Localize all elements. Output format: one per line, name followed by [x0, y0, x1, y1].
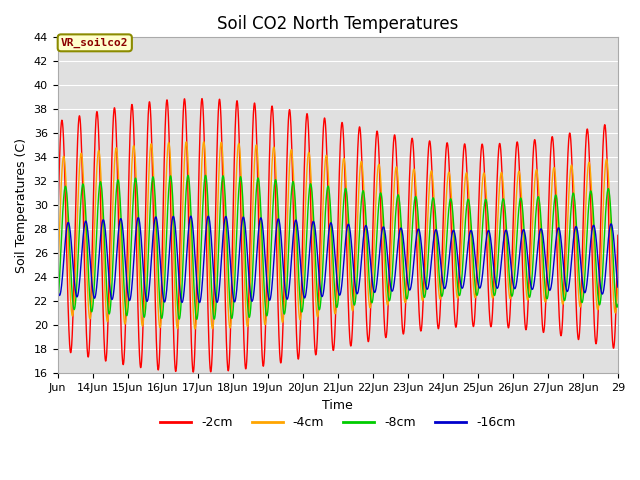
Title: Soil CO2 North Temperatures: Soil CO2 North Temperatures — [217, 15, 458, 33]
-4cm — [191, 326, 199, 332]
-4cm — [168, 205, 176, 211]
X-axis label: Time: Time — [323, 398, 353, 412]
Text: VR_soilco2: VR_soilco2 — [61, 38, 129, 48]
-4cm — [608, 261, 616, 266]
-4cm — [529, 221, 536, 227]
-2cm — [495, 144, 503, 150]
-2cm — [410, 153, 418, 158]
-8cm — [410, 204, 418, 210]
-8cm — [614, 301, 621, 307]
-16cm — [608, 223, 616, 228]
Line: -16cm: -16cm — [58, 216, 618, 302]
-2cm — [198, 96, 206, 101]
-4cm — [410, 166, 418, 172]
-16cm — [168, 216, 176, 222]
-8cm — [54, 301, 61, 307]
-8cm — [495, 242, 503, 248]
-16cm — [460, 284, 467, 289]
-16cm — [495, 280, 503, 286]
-4cm — [460, 207, 467, 213]
Legend: -2cm, -4cm, -8cm, -16cm: -2cm, -4cm, -8cm, -16cm — [155, 411, 520, 434]
-4cm — [614, 278, 621, 284]
-8cm — [529, 266, 536, 272]
-4cm — [200, 139, 207, 144]
-2cm — [54, 232, 61, 238]
-16cm — [54, 284, 61, 290]
-2cm — [189, 369, 197, 375]
Y-axis label: Soil Temperatures (C): Soil Temperatures (C) — [15, 138, 28, 273]
-8cm — [193, 316, 200, 322]
-4cm — [495, 193, 503, 199]
-8cm — [168, 187, 176, 193]
Line: -2cm: -2cm — [58, 98, 618, 372]
-16cm — [410, 259, 418, 265]
-8cm — [202, 172, 209, 178]
-8cm — [608, 230, 616, 236]
Line: -4cm: -4cm — [58, 142, 618, 329]
-16cm — [529, 287, 536, 292]
-2cm — [460, 153, 467, 159]
-2cm — [168, 276, 176, 282]
Line: -8cm: -8cm — [58, 175, 618, 319]
-16cm — [187, 213, 195, 219]
-8cm — [460, 254, 467, 260]
-2cm — [529, 164, 536, 169]
-2cm — [614, 232, 621, 238]
-4cm — [54, 278, 61, 284]
-16cm — [614, 284, 621, 290]
-2cm — [608, 327, 616, 333]
-16cm — [196, 300, 204, 305]
